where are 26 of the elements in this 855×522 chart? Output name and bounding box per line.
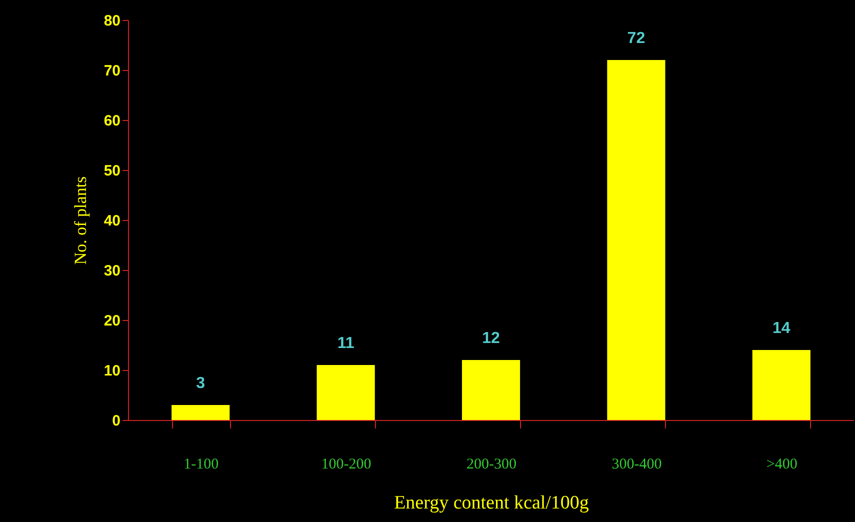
y-tick-label: 60	[104, 112, 120, 130]
y-tick-label: 50	[104, 162, 120, 180]
y-tick-label: 0	[112, 412, 120, 430]
y-tick-label: 40	[104, 212, 120, 230]
data-label: 3	[196, 375, 206, 392]
x-axis-title: Energy content kcal/100g	[394, 492, 590, 514]
y-axis-title: No. of plants	[70, 176, 90, 265]
data-label: 72	[627, 30, 646, 47]
x-tick-label: 300-400	[612, 456, 662, 472]
bar	[462, 360, 520, 420]
y-tick-label: 80	[104, 12, 120, 30]
data-label: 14	[772, 320, 790, 337]
data-label: 12	[482, 330, 500, 347]
bar	[607, 60, 666, 420]
data-label: 11	[337, 335, 354, 352]
x-tick-label: >400	[766, 456, 798, 472]
bar	[752, 350, 810, 420]
bar	[172, 405, 230, 420]
y-tick-label: 20	[104, 312, 120, 330]
y-tick-label: 30	[104, 262, 120, 280]
y-tick-label: 70	[104, 62, 120, 80]
bar	[316, 365, 375, 420]
y-tick-label: 10	[104, 362, 120, 380]
x-tick-label: 100-200	[321, 456, 372, 472]
x-tick-label: 200-300	[466, 456, 516, 472]
x-tick-label: 1-100	[184, 456, 219, 472]
